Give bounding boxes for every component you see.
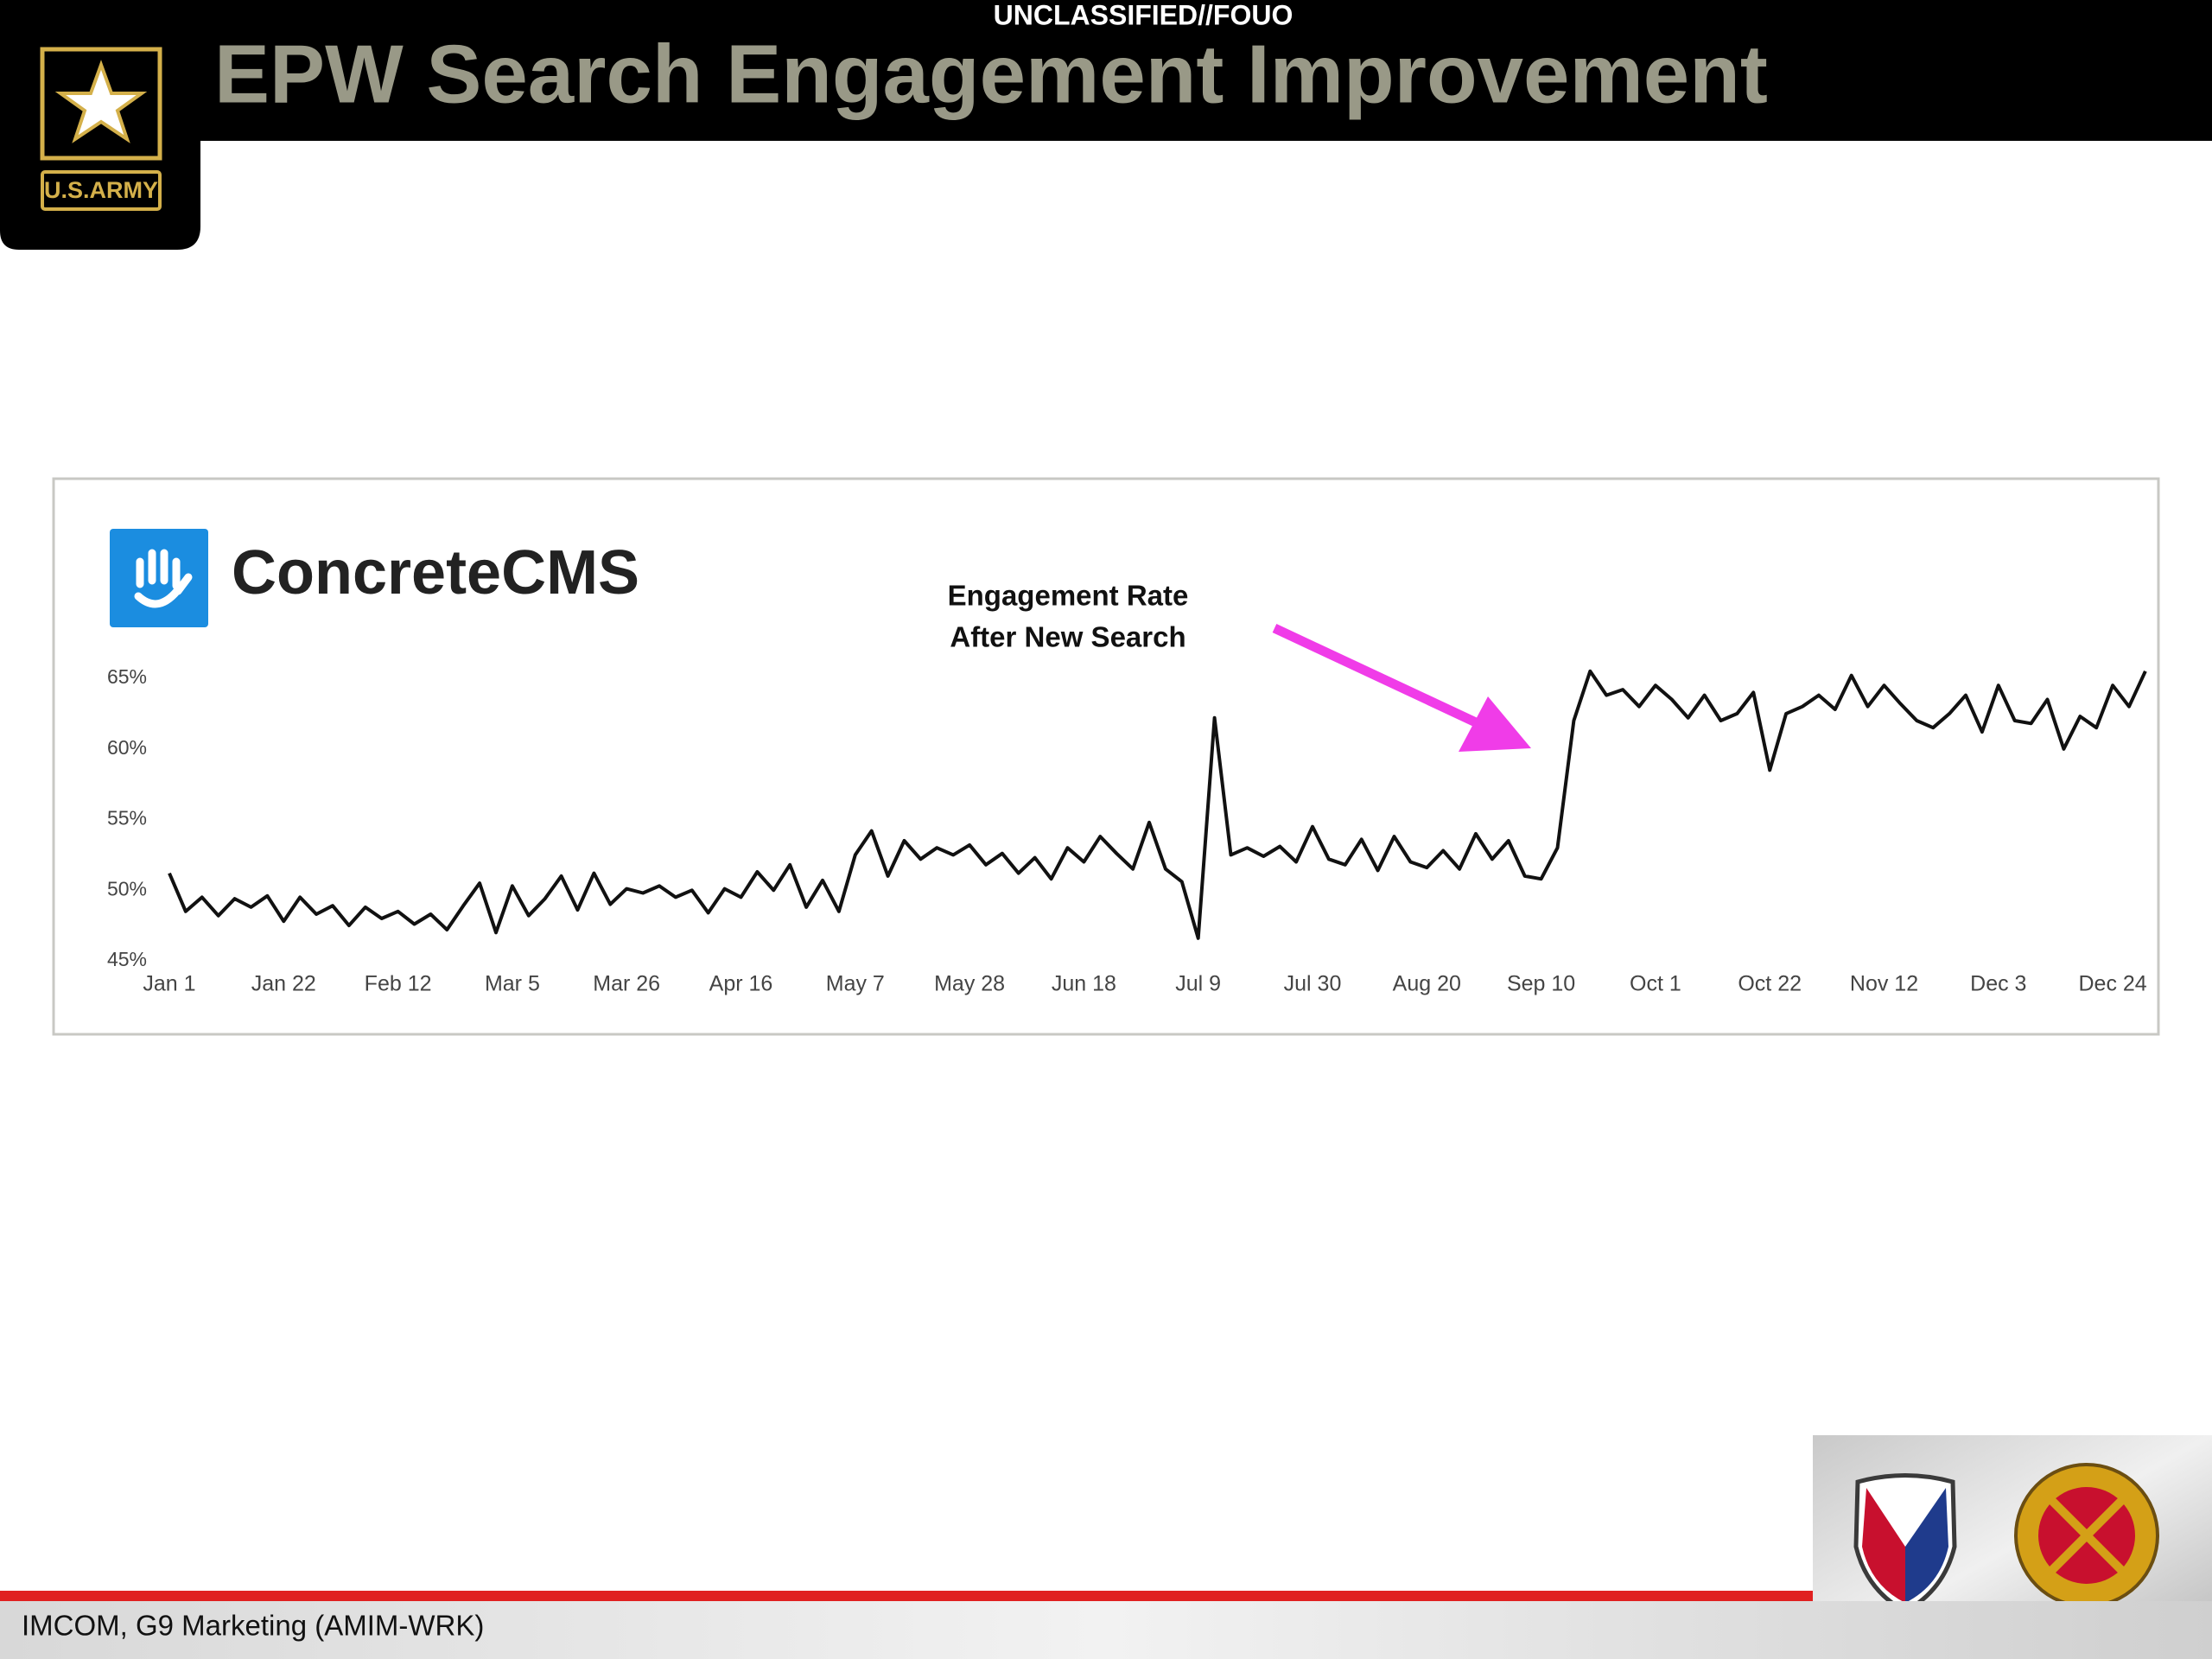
shield-blue: [1905, 1488, 1948, 1603]
annotation: After New Search: [950, 621, 1185, 653]
x-tick-label: Sep 10: [1507, 972, 1575, 996]
y-tick-label: 60%: [107, 736, 147, 759]
plot: 45% 50% 55% 60% 65% Jan 1 Jan 22 Feb 12 Mar 5 Mar…: [107, 580, 2147, 996]
classification: UNCLASSIFIED//FOUO: [994, 0, 1294, 30]
x-tick-label: Oct 1: [1630, 972, 1681, 996]
x-tick-label: May 7: [826, 972, 885, 996]
logo-block: [0, 0, 200, 250]
x-tick-label: May 28: [934, 972, 1005, 996]
chart-panel: [52, 477, 2160, 1036]
y-tick-label: 50%: [107, 877, 147, 899]
annotation: Engagement Rate: [948, 580, 1189, 612]
army-label-frame: [41, 170, 162, 211]
x-tick-label: Jan 22: [251, 972, 316, 996]
x-tick-label: Dec 24: [2078, 972, 2146, 996]
footer-text: IMCOM, G9 Marketing (AMIM-WRK): [22, 1610, 484, 1642]
imcom-emblem-cross: [2036, 1484, 2138, 1586]
cms-logo-text: ConcreteCMS: [232, 538, 639, 607]
x-tick-label: Aug 20: [1393, 972, 1461, 996]
footer-band: [0, 1601, 2212, 1659]
shield-red: [1862, 1488, 1905, 1603]
army-star: [54, 60, 148, 143]
x-tick-label: Mar 5: [485, 972, 540, 996]
header-band: [0, 0, 2212, 141]
y-tick-label: 45%: [107, 948, 147, 970]
cms-logo-hand: [134, 549, 193, 608]
army-logo-text: U.S.ARMY: [44, 177, 158, 203]
x-tick-label: Jul 9: [1175, 972, 1221, 996]
x-tick-label: Oct 22: [1738, 972, 1802, 996]
y-tick-label: 55%: [107, 807, 147, 830]
army-logo-frame: [40, 47, 162, 161]
x-tick-label: Apr 16: [709, 972, 773, 996]
data-line: [168, 669, 2147, 940]
annotation-arrowhead: [1459, 696, 1531, 752]
x-tick-label: Dec 3: [1970, 972, 2026, 996]
x-tick-label: Nov 12: [1850, 972, 1918, 996]
x-tick-label: Jul 30: [1284, 972, 1342, 996]
slide-title: EPW Search Engagement Improvement: [214, 28, 1768, 120]
x-tick-label: Jan 1: [143, 972, 195, 996]
footer-red-line: [0, 1591, 1813, 1601]
annotation-arrow: [1272, 624, 1480, 728]
x-tick-label: Feb 12: [365, 972, 432, 996]
y-tick-label: 65%: [107, 665, 147, 688]
x-tick-label: Mar 26: [593, 972, 660, 996]
cms-logo-icon: [110, 529, 208, 627]
x-tick-label: Jun 18: [1052, 972, 1116, 996]
